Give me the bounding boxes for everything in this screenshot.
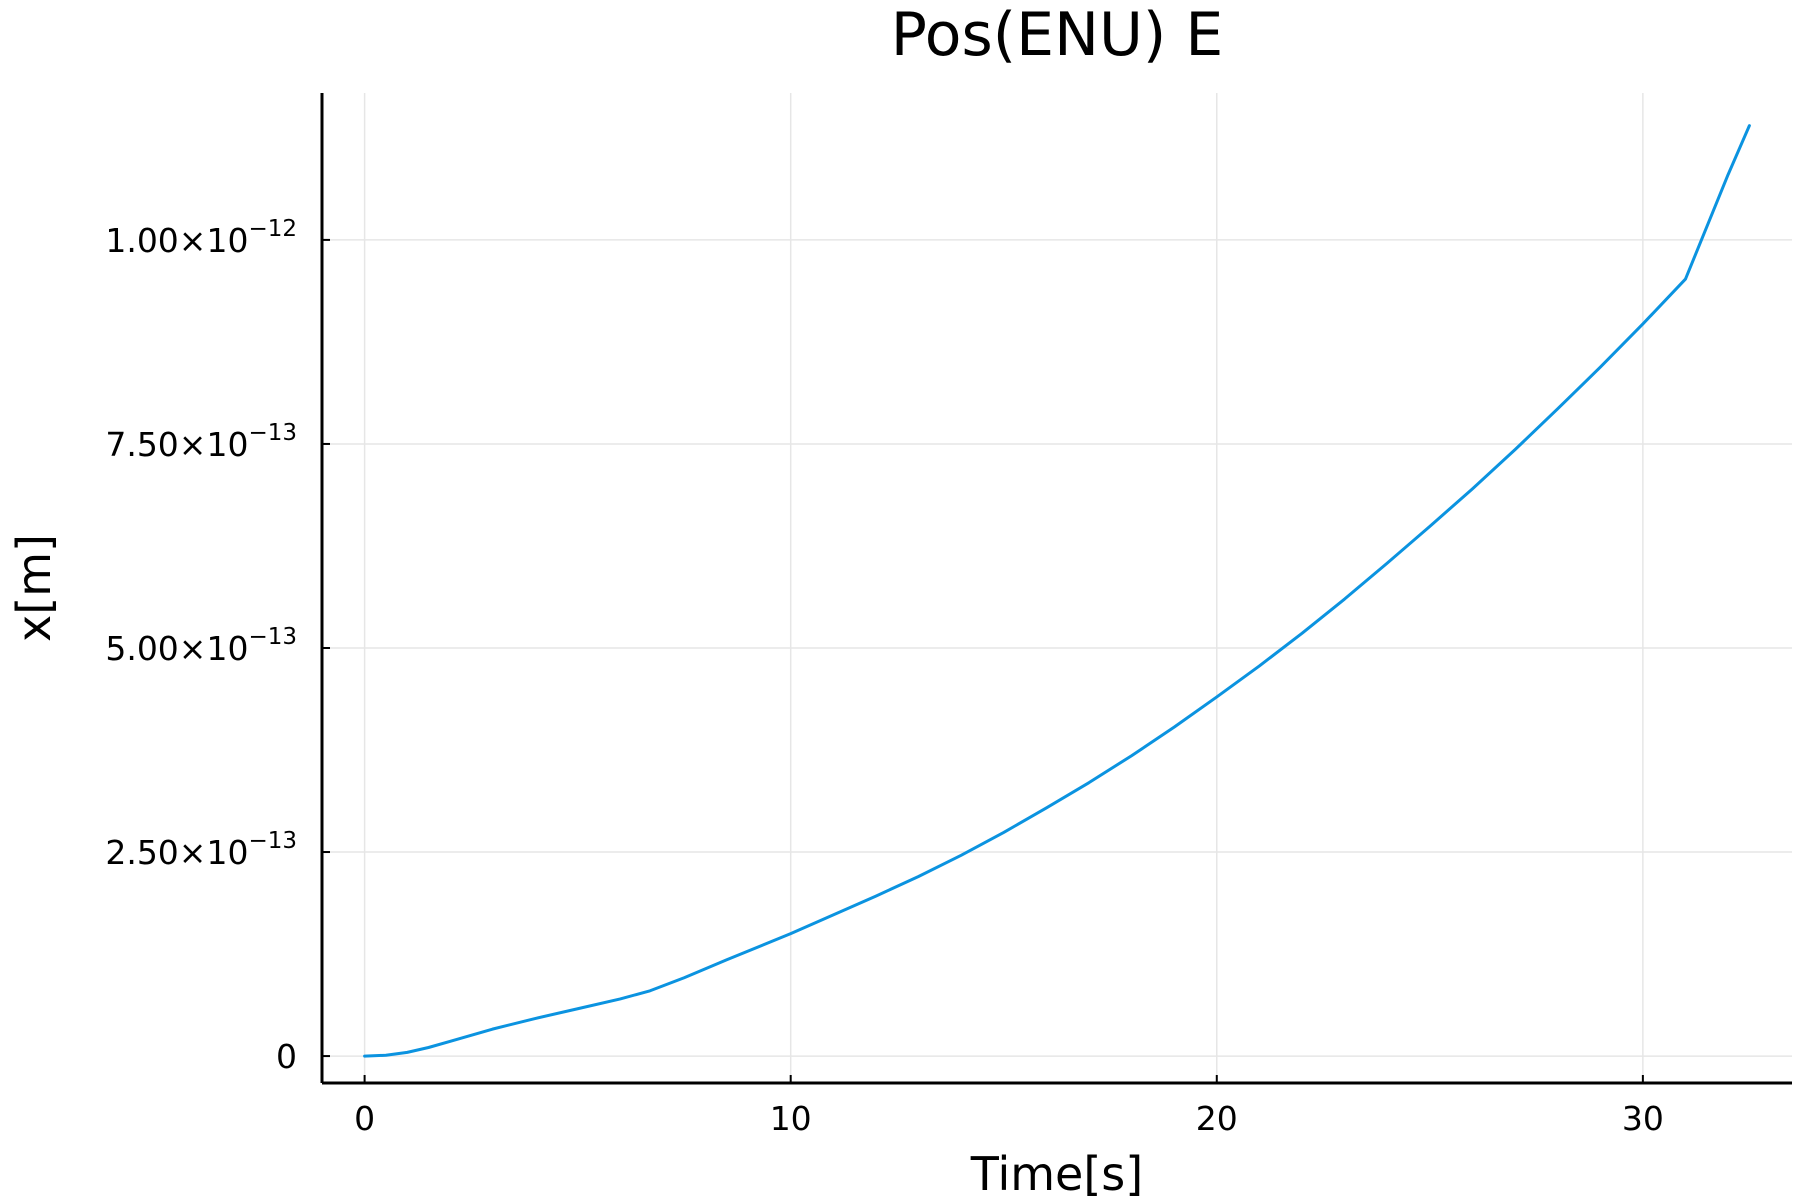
y-tick-mantissa: 7.50×10 [105,425,248,464]
x-tick-label: 10 [770,1099,812,1138]
y-tick-label: 2.50×10−13 [105,828,297,872]
x-tick-label: 30 [1622,1099,1664,1138]
y-tick-mantissa: 1.00×10 [105,221,248,260]
y-tick-exponent: −13 [248,624,297,650]
x-tick-label: 0 [354,1099,375,1138]
x-axis-label: Time[s] [970,1147,1143,1200]
grid [322,93,1792,1083]
y-tick-label: 7.50×10−13 [105,420,297,464]
series-line [363,124,1751,1058]
y-tick-mantissa: 0 [276,1037,297,1076]
y-tick-mantissa: 2.50×10 [105,833,248,872]
y-axis-label: x[m] [7,534,61,642]
series [363,124,1751,1058]
axes [320,93,1792,1085]
y-tick-exponent: −12 [248,216,297,242]
chart-title: Pos(ENU) E [891,0,1224,70]
y-tick-label: 0 [276,1037,297,1076]
y-tick-mantissa: 5.00×10 [105,629,248,668]
y-tick-exponent: −13 [248,420,297,446]
y-tick-exponent: −13 [248,828,297,854]
ticks: 0 10 20 3002.50×10−135.00×10−137.50×10−131.… [105,216,1664,1138]
y-tick-label: 1.00×10−12 [105,216,297,260]
x-tick-label: 20 [1196,1099,1238,1138]
y-tick-label: 5.00×10−13 [105,624,297,668]
